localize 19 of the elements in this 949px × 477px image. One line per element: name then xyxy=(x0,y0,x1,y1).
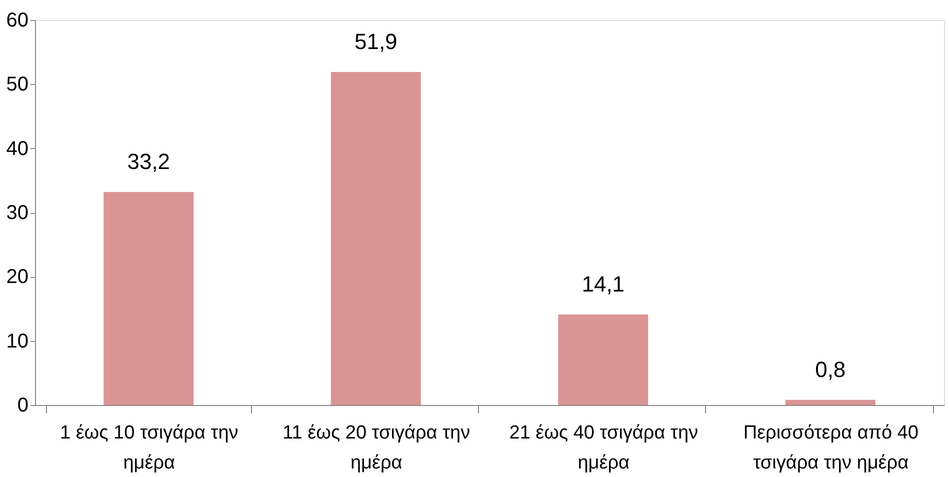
x-tick-label: Περισσότερα από 40 τσιγάρα την ημέρα xyxy=(743,422,918,474)
y-tick-label: 10 xyxy=(6,330,28,352)
y-tick-label: 60 xyxy=(6,10,28,32)
y-tick-label: 20 xyxy=(6,266,28,288)
y-tick-label: 50 xyxy=(6,74,28,96)
bar xyxy=(330,72,421,405)
bar xyxy=(558,314,648,405)
bar xyxy=(785,400,876,405)
data-label: 51,9 xyxy=(354,28,398,54)
x-tick-label: 11 έως 20 τσιγάρα την ημέρα xyxy=(282,422,470,474)
x-tick-label: 21 έως 40 τσιγάρα την ημέρα xyxy=(509,422,698,474)
data-label: 33,2 xyxy=(127,148,170,174)
y-tick-label: 0 xyxy=(17,394,28,416)
y-tick-label: 30 xyxy=(6,202,28,224)
y-tick-label: 40 xyxy=(6,138,28,160)
x-tick-label: 1 έως 10 τσιγάρα την ημέρα xyxy=(60,422,238,474)
data-label: 0,8 xyxy=(815,356,846,382)
data-label: 14,1 xyxy=(582,272,625,297)
bar xyxy=(104,192,194,405)
